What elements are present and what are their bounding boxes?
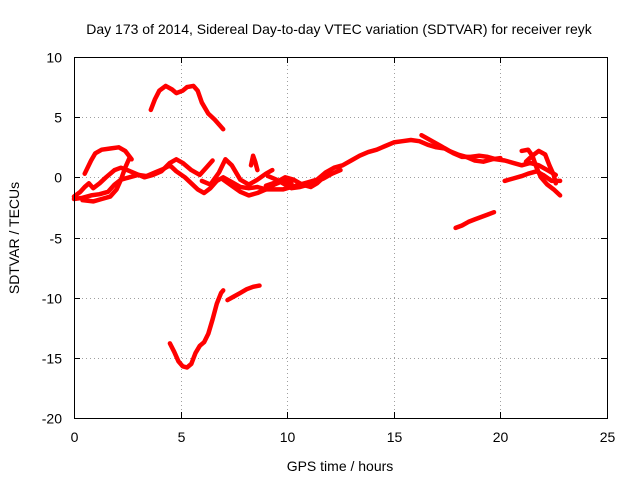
axis-ticks: 0 5 10 15 20 25 -20 -15 -10 -5 0 5 10	[42, 50, 616, 446]
series-track-j	[419, 132, 503, 164]
y-tick-label: -5	[50, 231, 63, 247]
series-track-e	[199, 157, 275, 187]
y-tick-label: 5	[54, 110, 62, 126]
x-tick-label: 15	[387, 429, 403, 445]
grid	[74, 57, 607, 418]
x-tick-label: 20	[493, 429, 509, 445]
series-track-n	[148, 83, 226, 132]
series-track-p	[225, 283, 262, 303]
x-tick-label: 5	[178, 429, 186, 445]
y-tick-label: 10	[46, 50, 62, 66]
data-series	[71, 83, 563, 370]
x-tick-label: 10	[280, 429, 296, 445]
y-axis-label: SDTVAR / TECUs	[6, 182, 22, 294]
series-track-i	[248, 153, 260, 173]
series-track-d	[80, 155, 132, 204]
y-tick-label: 0	[54, 170, 62, 186]
series-track-a	[71, 137, 559, 202]
series-track-m	[523, 148, 559, 186]
x-axis-label: GPS time / hours	[287, 458, 394, 474]
series-track-h	[265, 167, 343, 191]
x-tick-label: 25	[600, 429, 616, 445]
series-track-q	[453, 209, 497, 231]
series-track-l	[519, 147, 563, 198]
y-tick-label: -20	[42, 411, 62, 427]
chart-title: Day 173 of 2014, Sidereal Day-to-day VTE…	[86, 21, 592, 37]
series-track-b	[71, 157, 215, 199]
y-tick-label: -10	[42, 291, 62, 307]
x-tick-label: 0	[71, 429, 79, 445]
y-tick-label: -15	[42, 351, 62, 367]
series-track-o	[167, 288, 226, 370]
series-track-k	[502, 169, 563, 184]
series-track-c	[82, 145, 134, 176]
